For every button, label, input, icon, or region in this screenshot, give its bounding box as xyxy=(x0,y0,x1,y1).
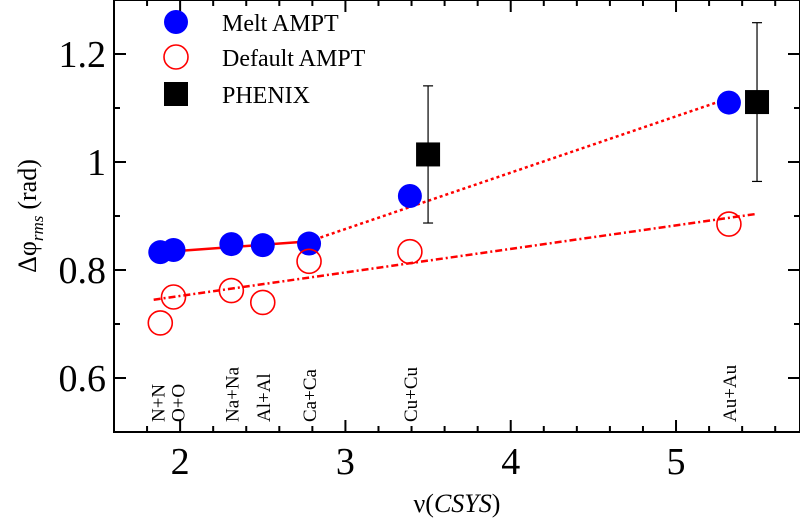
y-tick-label: 1.2 xyxy=(59,34,107,76)
y-axis-subscript: rms xyxy=(28,215,47,241)
default-ampt-point xyxy=(218,277,245,304)
x-tick-label: 4 xyxy=(501,441,520,483)
y-tick-label: 0.6 xyxy=(59,358,107,400)
fit-line-dotted xyxy=(308,97,730,243)
x-axis-symbol: ν xyxy=(414,489,426,518)
legend-marker-default-ampt xyxy=(163,44,189,70)
legend-label: Default AMPT xyxy=(222,46,366,72)
system-label: Au+Au xyxy=(720,364,741,422)
data-points xyxy=(147,90,770,336)
x-axis-title: ν(CSYS) xyxy=(414,489,501,518)
legend-marker-phenix xyxy=(164,82,188,106)
y-axis-title: Δφrms (rad) xyxy=(13,159,47,273)
melt-ampt-point xyxy=(297,231,322,256)
legend-label: PHENIX xyxy=(222,83,310,109)
plot-frame xyxy=(113,0,800,433)
legend-label: Melt AMPT xyxy=(222,11,339,37)
system-label: Al+Al xyxy=(254,373,275,422)
default-ampt-point xyxy=(147,310,174,336)
phenix-point xyxy=(745,90,770,115)
system-labels: N+N O+O Na+Na Al+Al Ca+Ca Cu+Cu Au+Au xyxy=(148,364,741,422)
y-tick-label: 1 xyxy=(87,142,106,184)
default-ampt-point xyxy=(249,289,276,316)
system-label: Ca+Ca xyxy=(300,369,321,422)
default-ampt-point xyxy=(160,284,187,310)
default-ampt-point xyxy=(397,238,423,265)
fit-line-dash-dot xyxy=(153,212,758,301)
legend-marker-melt-ampt xyxy=(164,10,188,34)
legend: Melt AMPT Default AMPT PHENIX xyxy=(163,10,366,109)
y-tick-label: 0.8 xyxy=(59,250,107,292)
melt-ampt-point xyxy=(716,90,741,115)
x-tick-label: 3 xyxy=(336,441,355,483)
axes xyxy=(113,0,800,433)
default-ampt-point xyxy=(296,248,322,275)
melt-ampt-point xyxy=(250,233,275,258)
phenix-point xyxy=(416,142,441,167)
default-ampt-point xyxy=(716,211,742,237)
x-axis-arg: CSYS xyxy=(434,489,492,518)
y-axis-symbol: Δφ xyxy=(13,241,42,273)
axis-ticks: 2 3 4 5 0.6 0.8 1 1.2 xyxy=(59,0,800,483)
system-label: N+N xyxy=(148,384,169,422)
system-label: Cu+Cu xyxy=(401,366,422,422)
melt-ampt-point xyxy=(161,238,186,263)
y-axis-unit: (rad) xyxy=(13,159,42,210)
system-label: O+O xyxy=(169,384,190,422)
error-bars xyxy=(423,22,763,224)
melt-ampt-point xyxy=(219,232,244,257)
fit-lines xyxy=(153,97,758,301)
system-label: Na+Na xyxy=(222,366,243,422)
x-tick-label: 2 xyxy=(171,441,190,483)
melt-ampt-point xyxy=(397,184,422,209)
x-tick-label: 5 xyxy=(667,441,686,483)
